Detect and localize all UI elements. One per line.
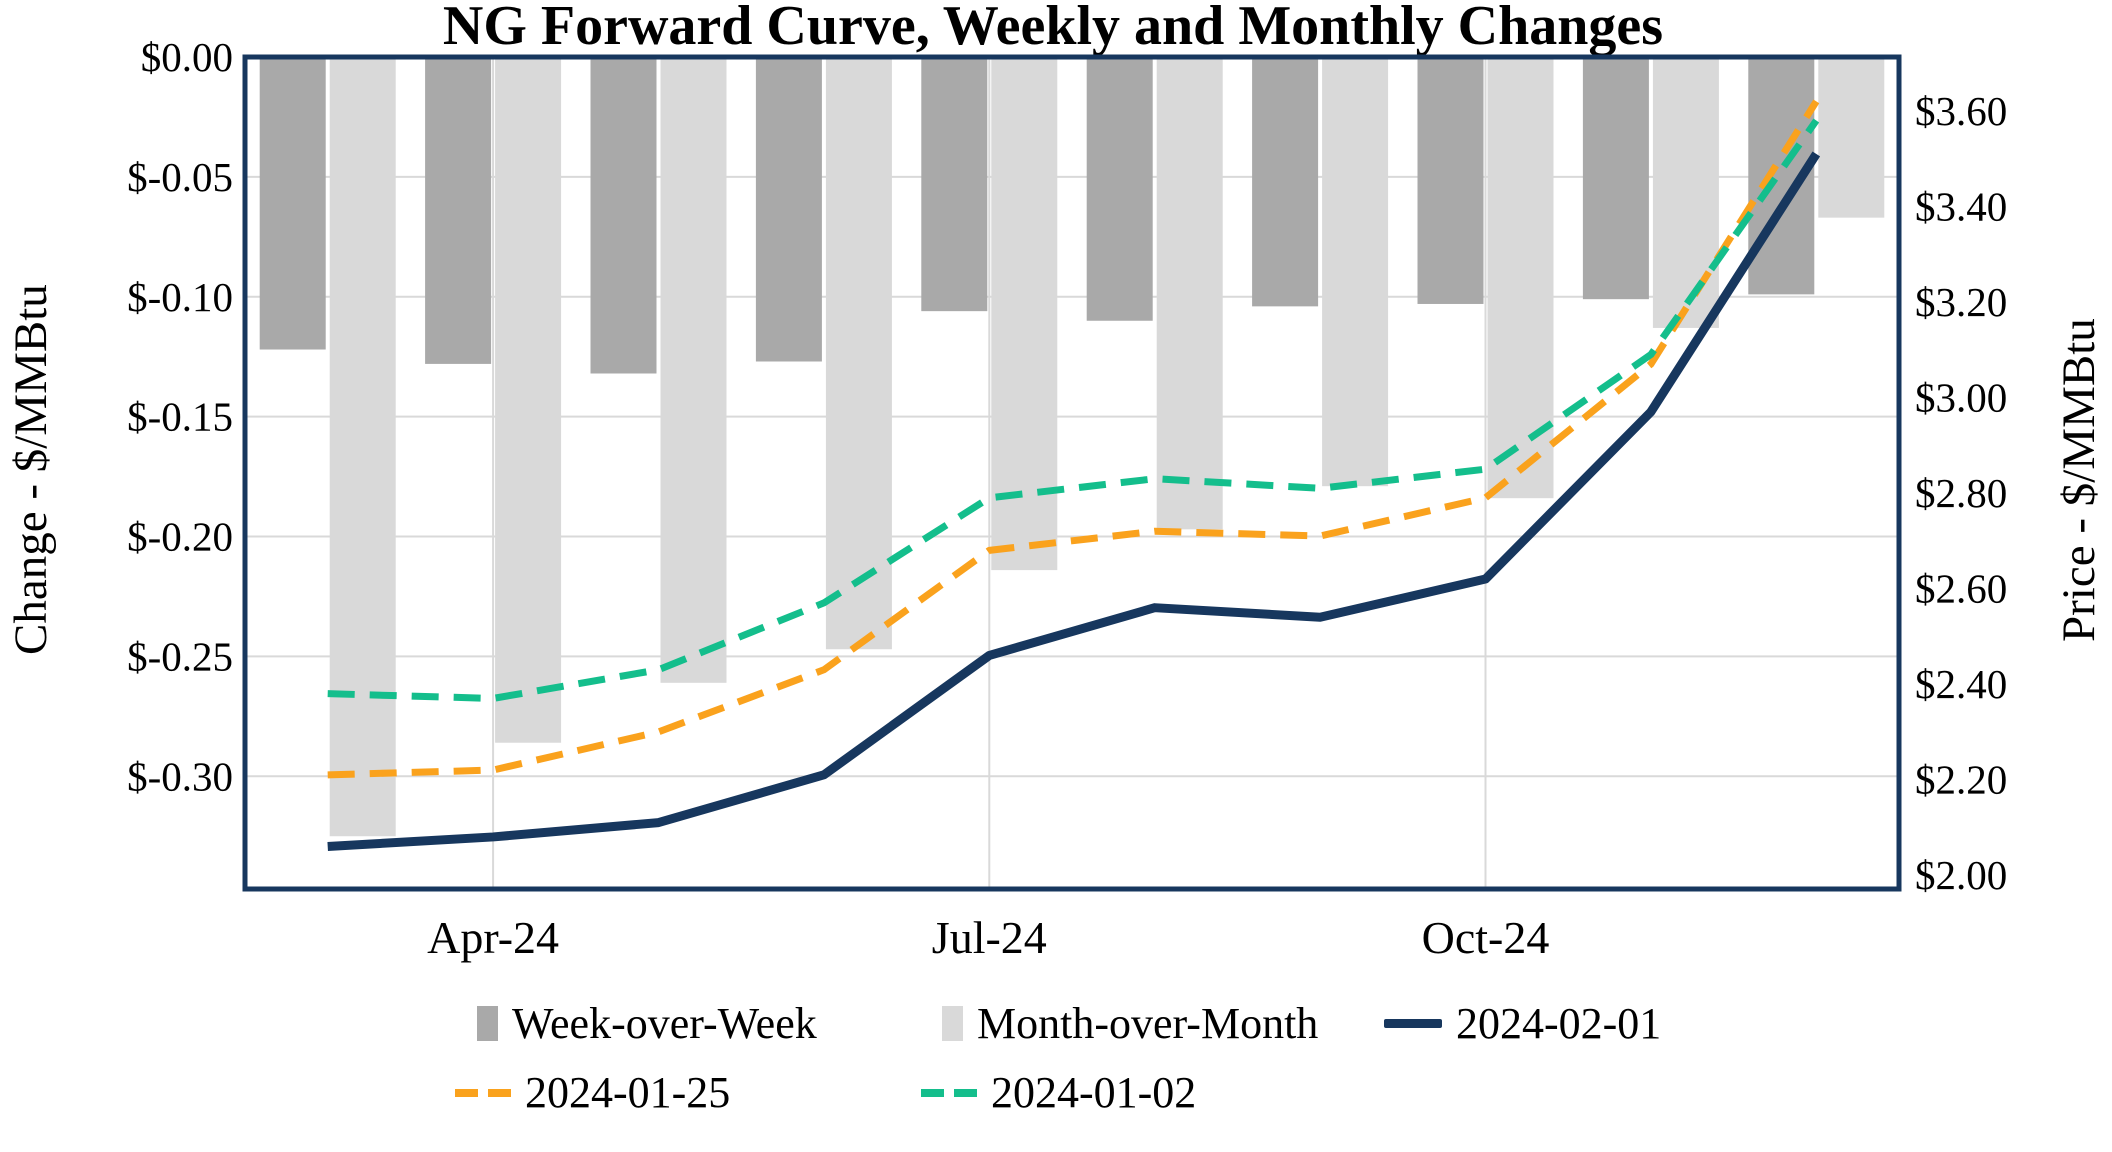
legend-item-month-over-month: Month-over-Month: [942, 998, 1318, 1049]
left-tick-$-0.15: $-0.15: [127, 394, 233, 440]
legend-item-2024-01-02: 2024-01-02: [921, 1067, 1196, 1118]
legend-item-week-over-week: Week-over-Week: [477, 998, 817, 1049]
bar-week-over-week-May-24: [590, 57, 657, 374]
right-tick-$2.00: $2.00: [1915, 852, 2007, 898]
bar-month-over-month-Oct-24: [1487, 57, 1554, 499]
plot-border: [242, 54, 1902, 892]
solid-line-swatch-icon: [1384, 1019, 1442, 1028]
right-tick-$2.20: $2.20: [1915, 757, 2007, 803]
line-2024-01-02: [327, 118, 1820, 702]
right-tick-$2.80: $2.80: [1915, 470, 2007, 516]
right-tick-$3.20: $3.20: [1915, 279, 2007, 325]
legend-item-2024-01-25: 2024-01-25: [455, 1067, 730, 1118]
legend-label: 2024-02-01: [1456, 999, 1662, 1048]
bar-month-over-month-Aug-24: [1156, 57, 1223, 530]
bar-week-over-week-Nov-24: [1582, 57, 1649, 300]
right-tick-$2.40: $2.40: [1915, 661, 2007, 707]
left-tick-$-0.25: $-0.25: [127, 633, 233, 679]
week-over-week-swatch-icon: [477, 1006, 498, 1041]
bar-week-over-week-Oct-24: [1417, 57, 1484, 304]
bar-month-over-month-Jul-24: [991, 57, 1058, 571]
month-over-month-swatch-icon: [942, 1006, 963, 1041]
chart-title: NG Forward Curve, Weekly and Monthly Cha…: [442, 0, 1664, 57]
legend-label: 2024-01-02: [991, 1068, 1197, 1117]
bar-month-over-month-Jun-24: [825, 57, 892, 650]
right-tick-$3.40: $3.40: [1915, 183, 2007, 229]
line-2024-02-01: [327, 151, 1821, 851]
bar-month-over-month-May-24: [660, 57, 727, 683]
bar-week-over-week-Sep-24: [1252, 57, 1319, 307]
left-tick-$-0.05: $-0.05: [127, 154, 233, 200]
line-2024-01-25: [327, 99, 1820, 779]
bar-month-over-month-Mar-24: [329, 57, 396, 837]
bar-week-over-week-Jun-24: [755, 57, 822, 362]
right-tick-$2.60: $2.60: [1915, 566, 2007, 612]
legend-label: Week-over-Week: [512, 999, 817, 1048]
left-tick-$-0.20: $-0.20: [127, 514, 233, 560]
legend-label: 2024-01-25: [525, 1068, 731, 1117]
x-tick-Apr-24: Apr-24: [427, 912, 559, 963]
bar-month-over-month-Nov-24: [1652, 57, 1719, 328]
left-tick-$0.00: $0.00: [141, 34, 233, 80]
dashed-line-swatch-icon: [921, 1088, 977, 1097]
legend-item-2024-02-01: 2024-02-01: [1384, 998, 1661, 1049]
bar-month-over-month-Sep-24: [1322, 57, 1389, 487]
dashed-line-swatch-icon: [455, 1088, 511, 1097]
left-tick-$-0.10: $-0.10: [127, 274, 233, 320]
bar-week-over-week-Apr-24: [425, 57, 492, 364]
right-tick-$3.00: $3.00: [1915, 375, 2007, 421]
bar-week-over-week-Mar-24: [259, 57, 326, 350]
bar-week-over-week-Aug-24: [1086, 57, 1153, 321]
right-tick-$3.60: $3.60: [1915, 88, 2007, 134]
x-tick-Oct-24: Oct-24: [1422, 912, 1550, 963]
bar-month-over-month-Apr-24: [495, 57, 562, 743]
x-tick-Jul-24: Jul-24: [932, 912, 1047, 963]
bar-week-over-week-Jul-24: [921, 57, 988, 312]
left-tick-$-0.30: $-0.30: [127, 753, 233, 799]
legend-label: Month-over-Month: [977, 999, 1319, 1048]
bar-month-over-month-Dec-24: [1818, 57, 1885, 218]
